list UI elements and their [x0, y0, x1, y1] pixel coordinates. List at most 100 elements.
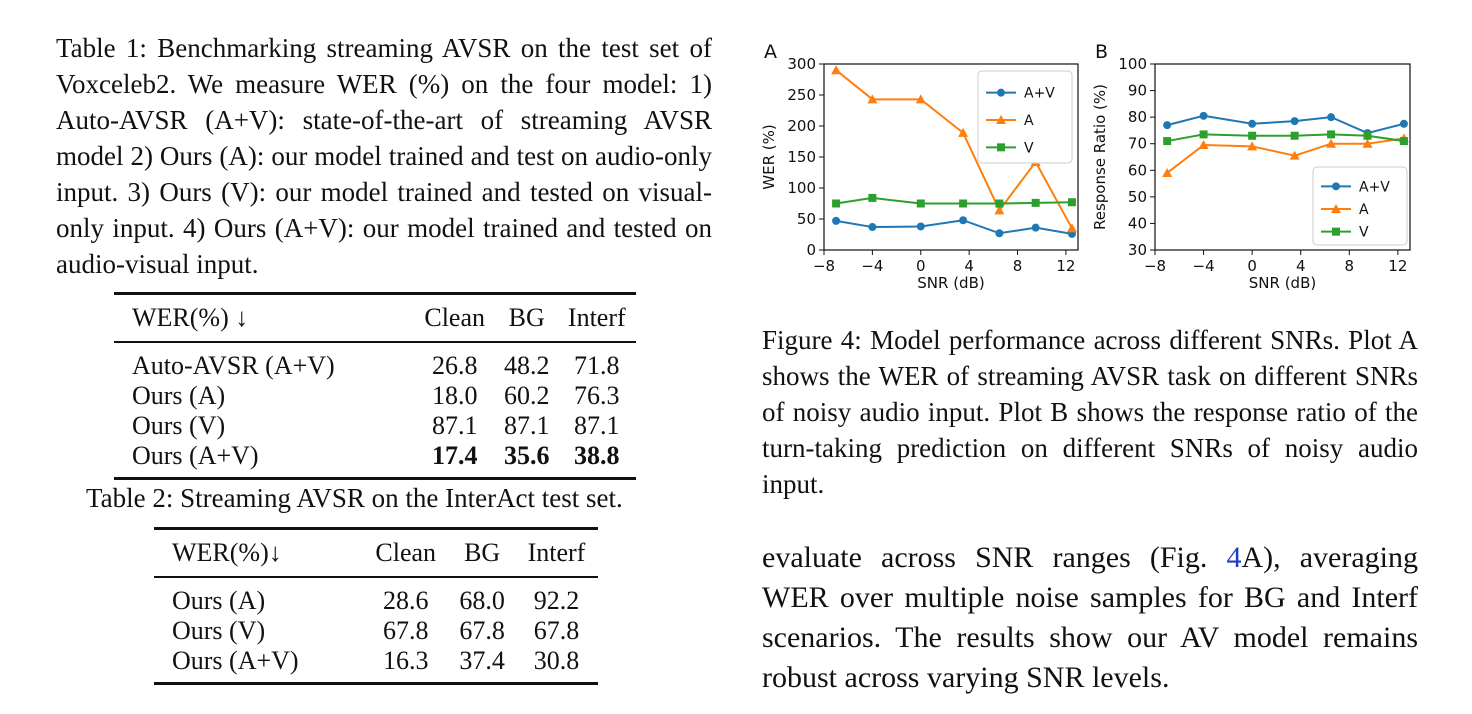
- y-tick-label: 80: [1128, 108, 1147, 126]
- series-v: [1163, 130, 1408, 146]
- data-point: [916, 199, 925, 208]
- legend-label: V: [1024, 140, 1034, 156]
- x-tick-label: 4: [1296, 257, 1306, 275]
- y-tick-label: 100: [1118, 55, 1147, 73]
- table2-header-clean: Clean: [362, 528, 450, 578]
- data-point: [1199, 111, 1208, 120]
- table-row: Ours (V) 67.8 67.8 67.8: [154, 616, 598, 646]
- data-point: [1362, 138, 1373, 148]
- panel-label: B: [1095, 41, 1108, 63]
- y-tick-label: 250: [787, 86, 816, 104]
- row-label: Ours (A): [172, 586, 266, 615]
- row-label: Auto-AVSR (A+V): [132, 351, 335, 380]
- y-tick-label: 70: [1128, 135, 1147, 153]
- legend-label: A+V: [1024, 86, 1055, 102]
- legend-marker: [1332, 182, 1340, 191]
- table-row: Ours (A+V) 16.3 37.4 30.8: [154, 646, 598, 684]
- data-point: [959, 216, 968, 225]
- data-point: [1399, 119, 1408, 128]
- cell-clean: 18.0: [431, 381, 478, 410]
- data-point: [1248, 119, 1257, 128]
- x-tick-label: 12: [1388, 257, 1407, 275]
- figure4-caption: Figure 4: Model performance across diffe…: [762, 325, 1418, 499]
- data-point: [1289, 150, 1300, 160]
- data-point: [1248, 131, 1257, 140]
- table-row: Ours (A) 28.6 68.0 92.2: [154, 577, 598, 616]
- x-tick-label: −4: [861, 257, 883, 275]
- x-tick-label: −8: [1144, 257, 1166, 275]
- data-point: [1290, 131, 1299, 140]
- data-point: [1067, 198, 1076, 207]
- legend-marker: [1331, 204, 1341, 213]
- body-text-pre: evaluate across SNR ranges (Fig.: [762, 541, 1227, 574]
- data-point: [994, 205, 1005, 215]
- row-label: Ours (A+V): [172, 646, 299, 675]
- y-axis-label: WER (%): [760, 124, 778, 189]
- data-point: [831, 65, 842, 75]
- data-point: [867, 94, 878, 104]
- data-point: [1290, 117, 1299, 126]
- legend-marker: [997, 143, 1005, 152]
- data-point: [1162, 167, 1173, 177]
- x-tick-label: −8: [813, 257, 835, 275]
- cell-clean: 26.8: [431, 351, 478, 380]
- table1-header-bg: BG: [495, 293, 558, 343]
- cell-clean: 28.6: [382, 586, 429, 615]
- data-point: [995, 199, 1004, 208]
- table2-header-bg: BG: [449, 528, 515, 578]
- y-tick-label: 100: [787, 179, 816, 197]
- data-point: [1066, 223, 1077, 233]
- y-tick-label: 50: [1128, 188, 1147, 206]
- legend: A+V AV: [1312, 166, 1408, 246]
- cell-interf: 76.3: [574, 381, 620, 410]
- row-label: Ours (V): [132, 411, 226, 440]
- x-tick-label: −4: [1193, 257, 1215, 275]
- data-point: [1031, 223, 1040, 232]
- table1-header-row: WER(%) ↓ Clean BG Interf: [114, 293, 636, 343]
- cell-interf: 92.2: [533, 586, 580, 615]
- table1-header-metric: WER(%) ↓: [114, 293, 414, 343]
- table1-header-clean: Clean: [413, 293, 496, 343]
- legend-marker: [997, 88, 1005, 97]
- cell-interf: 38.8: [558, 441, 636, 479]
- y-tick-label: 150: [787, 148, 816, 166]
- row-label: Ours (A+V): [132, 441, 259, 470]
- x-tick-label: 12: [1056, 257, 1075, 275]
- legend-label: A+V: [1359, 179, 1390, 195]
- table2: WER(%)↓ Clean BG Interf Ours (A) 28.6 68…: [154, 527, 598, 685]
- series-v: [832, 193, 1076, 208]
- chart-panel-a: A −8 −4 0 4 8 12 0 50 100 150 200 250 300 SNR (dB) WER …: [760, 41, 1079, 292]
- data-point: [1399, 137, 1408, 146]
- data-point: [915, 94, 926, 104]
- table2-caption: Table 2: Streaming AVSR on the InterAct …: [86, 483, 623, 513]
- data-point: [1327, 130, 1336, 139]
- table1-header-interf: Interf: [557, 293, 636, 343]
- data-point: [1198, 140, 1209, 150]
- table1: WER(%) ↓ Clean BG Interf Auto-AVSR (A+V)…: [114, 292, 636, 480]
- cell-interf: 87.1: [574, 411, 620, 440]
- data-point: [1363, 131, 1372, 140]
- table2-header-metric: WER(%)↓: [154, 528, 363, 578]
- bold-value: 17.4: [431, 441, 478, 470]
- data-point: [1199, 130, 1208, 139]
- cell-bg: 67.8: [459, 616, 505, 645]
- row-label: Ours (A): [132, 381, 226, 410]
- data-point: [1247, 141, 1258, 151]
- body-paragraph: evaluate across SNR ranges (Fig. 4A), av…: [762, 538, 1418, 698]
- cell-interf: 71.8: [574, 351, 620, 380]
- cell-interf: 30.8: [533, 646, 580, 675]
- cell-bg: 35.6: [496, 441, 558, 479]
- legend: A+V AV: [977, 70, 1073, 164]
- x-tick-label: 8: [1013, 257, 1023, 275]
- x-tick-label: 4: [964, 257, 974, 275]
- legend-label: A: [1359, 202, 1369, 218]
- data-point: [1031, 198, 1040, 207]
- figure-reference-link[interactable]: 4: [1226, 541, 1242, 574]
- data-point: [1163, 121, 1172, 130]
- data-point: [868, 193, 877, 202]
- data-point: [1327, 113, 1336, 122]
- data-point: [958, 127, 969, 137]
- data-point: [1326, 138, 1337, 148]
- row-label: Ours (V): [172, 616, 266, 645]
